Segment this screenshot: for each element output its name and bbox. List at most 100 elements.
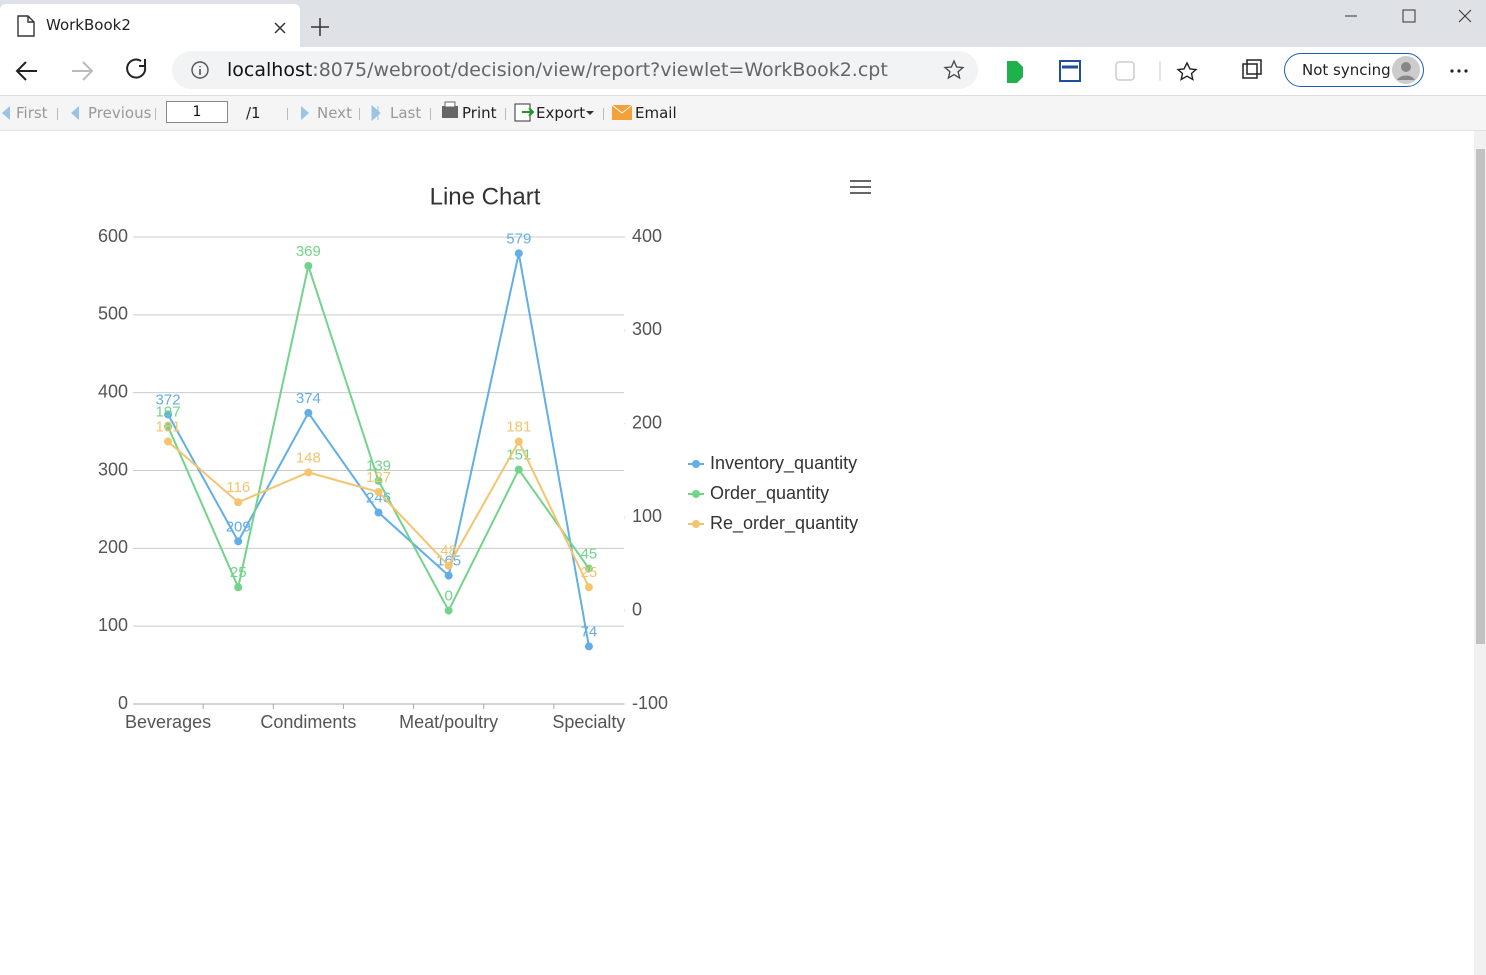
- data-label: 25: [230, 564, 247, 581]
- sync-button[interactable]: Not syncing: [1284, 53, 1424, 87]
- last-button[interactable]: Last: [390, 104, 422, 122]
- separator: [359, 108, 360, 120]
- info-icon: [191, 61, 209, 79]
- point: [444, 606, 453, 615]
- point: [584, 642, 593, 651]
- x-tick-label: Condiments: [260, 712, 356, 732]
- export-button[interactable]: Export: [536, 104, 586, 122]
- window-controls[interactable]: [1326, 2, 1486, 32]
- point: [514, 249, 523, 258]
- new-tab[interactable]: [310, 17, 330, 37]
- page-total: /1: [246, 104, 261, 122]
- sync-text: Not syncing: [1302, 61, 1391, 79]
- point: [514, 465, 523, 474]
- data-label: 116: [226, 479, 250, 496]
- y2-tick-label: 300: [632, 319, 662, 339]
- tab-title: WorkBook2: [46, 16, 131, 34]
- line: [167, 262, 590, 613]
- point: [304, 261, 313, 270]
- tab-bar: WorkBook2: [0, 0, 1486, 47]
- point: [164, 437, 173, 446]
- next-button[interactable]: Next: [317, 104, 352, 122]
- separator: [603, 108, 604, 120]
- data-label: 148: [296, 449, 321, 466]
- point: [304, 468, 313, 477]
- y-tick-label: 500: [98, 304, 128, 324]
- separator: [57, 108, 58, 120]
- data-label: 209: [226, 518, 251, 535]
- y-tick-label: 400: [98, 381, 128, 401]
- point: [374, 487, 383, 496]
- point: [234, 583, 243, 592]
- page-input[interactable]: 1: [166, 101, 228, 123]
- point: [304, 408, 313, 417]
- data-label: 374: [296, 390, 321, 407]
- data-label: 579: [506, 230, 531, 247]
- y2-tick-label: 0: [632, 599, 642, 619]
- legend-label: Re_order_quantity: [710, 513, 858, 534]
- legend-label: Order_quantity: [710, 483, 829, 504]
- data-label: 0: [444, 588, 452, 605]
- data-label: 45: [581, 546, 598, 563]
- scroll-thumb[interactable]: [1476, 149, 1485, 644]
- point: [234, 498, 243, 507]
- series: 181 116 148 127 48 181 25: [156, 419, 598, 592]
- nav-buttons[interactable]: [0, 47, 160, 95]
- data-label: 74: [581, 623, 598, 640]
- tab[interactable]: WorkBook2: [0, 4, 300, 47]
- separator: [430, 108, 431, 120]
- chart: Line Chart 0 100 200 300 400 500 600 -100 0 100 20…: [98, 180, 871, 732]
- first-button[interactable]: First: [16, 104, 48, 122]
- y2-tick-label: 100: [632, 506, 662, 526]
- separator: [155, 108, 156, 120]
- toolbar-icons: [2, 101, 633, 122]
- point: [164, 410, 173, 419]
- y2-tick-label: 400: [632, 226, 662, 246]
- legend-swatch: [692, 520, 700, 528]
- chart-title: Line Chart: [430, 183, 541, 210]
- previous-button[interactable]: Previous: [88, 104, 152, 122]
- x-tick-label: Beverages: [125, 712, 211, 732]
- legend-swatch: [692, 490, 700, 498]
- data-label: 372: [156, 391, 181, 408]
- menu-dots[interactable]: [1448, 66, 1472, 76]
- legend-label: Inventory_quantity: [710, 453, 857, 474]
- data-label: 165: [436, 553, 461, 570]
- point: [234, 537, 243, 546]
- email-button[interactable]: Email: [635, 104, 677, 122]
- data-label: 181: [506, 419, 531, 436]
- close-tab[interactable]: [273, 21, 287, 35]
- data-label: 25: [581, 564, 598, 581]
- chart-menu[interactable]: [850, 180, 871, 194]
- print-button[interactable]: Print: [462, 104, 497, 122]
- url-host: localhost: [227, 59, 313, 81]
- point: [444, 561, 453, 570]
- data-label: 139: [366, 458, 391, 475]
- y2-tick-label: 200: [632, 413, 662, 433]
- x-tick-label: Specialty: [552, 712, 625, 732]
- report-toolbar: First Previous 1 /1 Next Last Print Expo…: [0, 96, 1486, 131]
- point: [584, 564, 593, 573]
- scrollbar[interactable]: [1474, 131, 1486, 975]
- y2-tick-label: -100: [632, 693, 668, 713]
- point: [164, 422, 173, 431]
- y-tick-label: 200: [98, 537, 128, 557]
- omnibox[interactable]: localhost:8075/webroot/decision/view/rep…: [172, 51, 978, 89]
- address-row: localhost:8075/webroot/decision/view/rep…: [0, 47, 1486, 96]
- y-tick-label: 0: [118, 693, 128, 713]
- url-path: :8075/webroot/decision/view/report?viewl…: [312, 59, 888, 81]
- x-tick-label: Meat/poultry: [399, 712, 498, 732]
- legend-swatch: [692, 460, 700, 468]
- separator: [287, 108, 288, 120]
- point: [514, 437, 523, 446]
- point: [444, 571, 453, 580]
- data-label: 127: [366, 469, 391, 486]
- point: [584, 583, 593, 592]
- avatar: [1392, 56, 1420, 84]
- y-tick-label: 100: [98, 615, 128, 635]
- page-icon: [17, 15, 35, 37]
- favorite-icon[interactable]: [943, 59, 965, 81]
- extension-icons[interactable]: [995, 47, 1285, 95]
